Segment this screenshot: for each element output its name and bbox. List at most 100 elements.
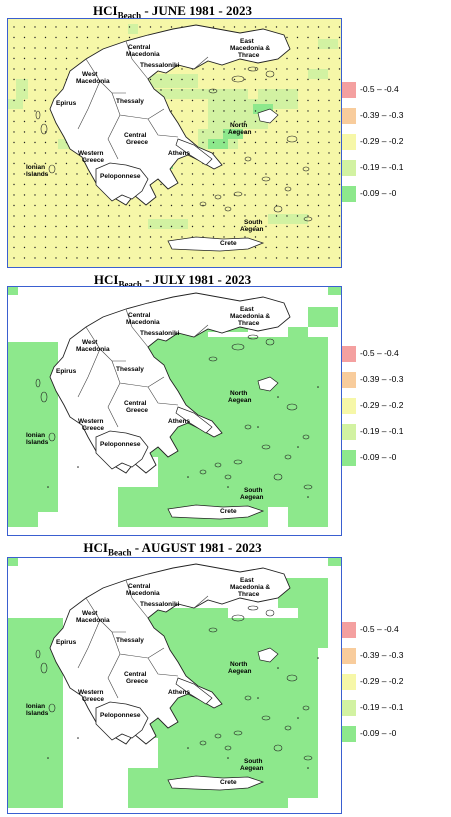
grid-dot xyxy=(265,68,267,70)
grid-dot xyxy=(202,68,204,70)
grid-dot xyxy=(338,131,341,133)
grid-dot xyxy=(254,78,257,81)
region-label-line: South xyxy=(244,758,262,765)
grid-dot xyxy=(13,26,15,28)
grid-dot xyxy=(107,246,110,249)
grid-dot xyxy=(86,173,89,175)
grid-dot xyxy=(107,26,110,28)
grid-dot xyxy=(338,47,341,49)
grid-dot xyxy=(233,204,236,207)
grid-dot xyxy=(44,173,47,175)
legend-label: -0.09 – -0 xyxy=(360,188,397,198)
grid-dot xyxy=(55,68,57,70)
legend-item: -0.09 – -0 xyxy=(342,186,447,202)
grid-dot xyxy=(76,257,78,259)
grid-dot xyxy=(97,236,99,238)
grid-dot xyxy=(202,183,204,186)
region-border xyxy=(85,597,126,633)
grid-dot xyxy=(317,120,320,123)
grid-dot xyxy=(338,225,341,228)
legend-swatch xyxy=(342,372,356,388)
grid-dot xyxy=(296,36,299,39)
grid-dot xyxy=(55,57,57,60)
grid-dot xyxy=(86,257,89,259)
grid-dot xyxy=(296,68,299,70)
grid-dot xyxy=(13,215,15,217)
grid-dot xyxy=(223,215,225,217)
grid-dot xyxy=(307,68,309,70)
grid-dot xyxy=(233,99,236,102)
legend-swatch xyxy=(342,726,356,742)
grid-dot xyxy=(254,152,257,154)
grid-dot xyxy=(338,141,341,144)
legend-label: -0.39 – -0.3 xyxy=(360,374,404,384)
grid-dot xyxy=(55,215,57,217)
grid-dot xyxy=(23,257,26,259)
legend-item: -0.09 – -0 xyxy=(342,726,447,742)
grid-dot xyxy=(202,257,204,259)
grid-dot xyxy=(202,141,204,144)
grid-dot xyxy=(338,236,341,238)
grid-dot xyxy=(34,162,36,165)
grid-dot xyxy=(202,225,204,228)
island-outline xyxy=(40,123,48,135)
grid-dot xyxy=(338,78,341,81)
region-label-line: North xyxy=(230,390,247,397)
legend-item: -0.29 – -0.2 xyxy=(342,398,447,414)
island-outline xyxy=(224,474,232,480)
sea-cell xyxy=(8,558,18,566)
grid-dot xyxy=(317,78,320,81)
grid-dot xyxy=(149,204,152,207)
region-label-central-greece: Central Greece xyxy=(124,400,148,414)
grid-dot xyxy=(244,225,246,228)
grid-dot xyxy=(317,194,320,196)
grid-dot xyxy=(275,225,278,228)
grid-dot xyxy=(286,215,288,217)
region-border xyxy=(85,326,126,362)
panel-july: HCIBeach - JULY 1981 - 2023 Central Maced… xyxy=(0,272,451,544)
region-label-line: Central xyxy=(128,583,151,590)
grid-dot xyxy=(170,78,173,81)
grid-dot xyxy=(23,131,26,133)
grid-dot xyxy=(338,162,341,165)
grid-dot xyxy=(254,204,257,207)
region-border xyxy=(111,631,165,659)
legend-label: -0.09 – -0 xyxy=(360,452,397,462)
grid-dot xyxy=(76,236,78,238)
grid-dot xyxy=(296,194,299,196)
grid-dot xyxy=(233,236,236,238)
sea-cell xyxy=(328,287,341,295)
grid-dot xyxy=(128,257,131,259)
grid-dot xyxy=(65,194,68,196)
grid-dot xyxy=(34,225,36,228)
grid-dot xyxy=(55,89,57,91)
grid-dot xyxy=(317,36,320,39)
grid-dot xyxy=(34,68,36,70)
grid-dot xyxy=(286,152,288,154)
grid-dot xyxy=(13,57,15,60)
island-outline xyxy=(199,469,207,475)
island-outline xyxy=(48,703,56,713)
grid-dot xyxy=(86,236,89,238)
grid-dot xyxy=(13,120,15,123)
grid-dot xyxy=(212,152,215,154)
grid-dot xyxy=(34,141,36,144)
grid-dot xyxy=(13,47,15,49)
grid-dot xyxy=(223,194,225,196)
grid-dot xyxy=(254,246,257,249)
grid-dot xyxy=(77,737,79,739)
grid-dot xyxy=(328,152,330,154)
grid-dot xyxy=(223,110,225,112)
legend-swatch xyxy=(342,134,356,150)
grid-dot xyxy=(23,141,26,144)
grid-dot xyxy=(275,173,278,175)
region-border xyxy=(147,386,179,406)
grid-dot xyxy=(338,183,341,186)
region-label-line: Macedonia & xyxy=(230,584,270,591)
grid-dot xyxy=(265,194,267,196)
legend-label: -0.39 – -0.3 xyxy=(360,110,404,120)
grid-dot xyxy=(23,215,26,217)
grid-dot xyxy=(170,110,173,112)
grid-dot xyxy=(170,204,173,207)
legend-swatch xyxy=(342,648,356,664)
